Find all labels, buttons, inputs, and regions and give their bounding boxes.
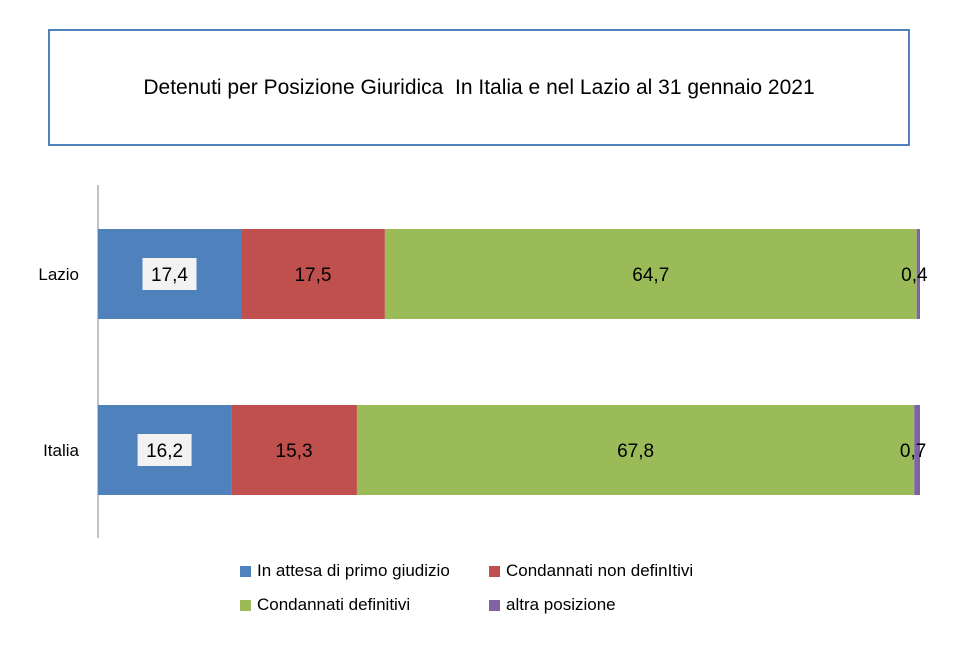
data-label-box-lazio-series-0 [142,258,197,290]
data-label-lazio-series-2: 64,7 [632,265,669,286]
category-label-italia: Italia [43,441,79,460]
legend-label-altra: altra posizione [506,595,616,614]
legend-item-non-definitivi: Condannati non definItivi [489,561,693,581]
bar-lazio-series-2 [384,229,917,319]
data-label-italia-series-3: 0,7 [900,441,926,462]
legend-swatch-definitivi [240,599,251,611]
data-label-lazio-series-0: 17,4 [151,265,188,286]
legend-swatch-attesa [240,565,251,577]
data-label-italia-series-2: 67,8 [617,441,654,462]
category-label-lazio: Lazio [38,265,79,284]
data-label-italia-series-0: 16,2 [146,441,183,462]
data-label-italia-series-1: 15,3 [276,441,313,462]
legend-label-non-definitivi: Condannati non definItivi [506,561,694,580]
chart-title-box: Detenuti per Posizione Giuridica In Ital… [48,29,910,146]
data-label-lazio-series-1: 17,5 [294,265,331,286]
bar-lazio-series-1 [241,229,385,319]
bar-italia-series-3 [914,405,920,495]
data-label-box-italia-series-0 [137,434,192,466]
chart-title: Detenuti per Posizione Giuridica In Ital… [143,75,815,99]
data-label-lazio-series-3: 0,4 [901,265,928,286]
legend-item-attesa: In attesa di primo giudizio [240,561,450,581]
bar-italia-series-1 [231,405,357,495]
legend-label-definitivi: Condannati definitivi [257,595,411,614]
legend-item-altra: altra posizione [489,595,616,615]
bar-italia-series-2 [356,405,915,495]
legend-swatch-non-definitivi [489,565,500,577]
bar-lazio-series-3 [916,229,920,319]
legend-swatch-altra [489,599,500,611]
legend-label-attesa: In attesa di primo giudizio [257,561,450,580]
legend-item-definitivi: Condannati definitivi [240,595,410,615]
